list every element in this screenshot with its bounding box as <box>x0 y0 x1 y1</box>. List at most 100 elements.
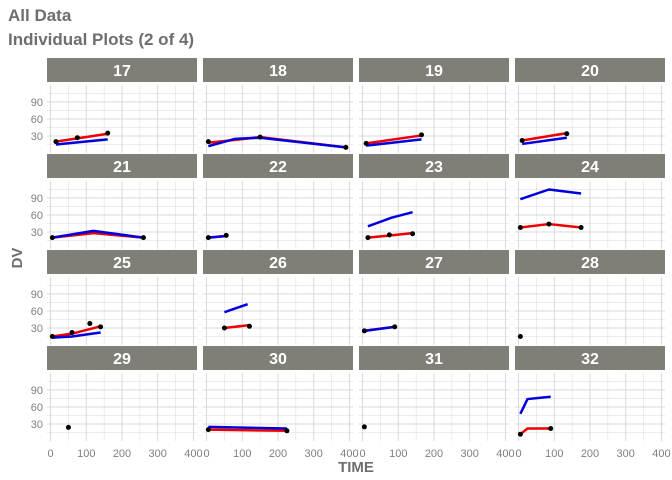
ipred-line <box>521 136 567 146</box>
y-tick-label: 30 <box>31 419 43 431</box>
gridlines <box>515 373 665 441</box>
ipred-line <box>519 395 551 415</box>
x-tick-label: 400 <box>496 448 514 460</box>
panel-17: 17 30 60 90 <box>31 58 197 153</box>
strip-bg <box>359 58 509 82</box>
x-tick-label: 300 <box>617 448 635 460</box>
observed-point <box>140 235 146 241</box>
panel-24: 24 <box>515 154 665 249</box>
panel-29: 29 30 60 90 0 100 200 300 400 <box>31 346 203 460</box>
chart-subtitle: Individual Plots (2 of 4) <box>8 30 195 49</box>
x-tick-label: 0 <box>516 448 522 460</box>
x-tick-label: 300 <box>461 448 479 460</box>
gridlines <box>47 181 197 249</box>
strip-bg <box>203 346 353 370</box>
strip-bg <box>515 346 665 370</box>
observed-point <box>578 224 584 230</box>
y-tick-label: 90 <box>31 385 43 397</box>
x-tick-label: 300 <box>305 448 323 460</box>
pred-line <box>519 427 551 436</box>
observed-point <box>221 325 227 331</box>
x-tick-label: 0 <box>360 448 366 460</box>
panel-30: 300 100 200 300 400 <box>203 346 359 460</box>
panel-19: 19 <box>359 58 509 153</box>
observed-point <box>548 426 554 432</box>
strip-label: 21 <box>113 159 131 176</box>
ipred-line <box>366 138 422 147</box>
strip-bg <box>47 250 197 274</box>
observed-point <box>246 323 252 329</box>
ipred-line <box>52 331 101 339</box>
panel-18: 18 <box>203 58 353 153</box>
observed-point <box>49 235 55 241</box>
observed-point <box>74 135 80 141</box>
x-tick-label: 400 <box>652 448 670 460</box>
strip-label: 29 <box>113 351 131 368</box>
x-tick-label: 300 <box>149 448 167 460</box>
panel-28: 28 <box>515 250 665 345</box>
panel-21: 21 30 60 90 <box>31 154 197 249</box>
observed-point <box>69 330 75 336</box>
panel-26: 26 <box>203 250 353 345</box>
ipred-line <box>55 138 108 146</box>
y-axis-label: DV <box>9 248 26 269</box>
strip-label: 26 <box>269 255 287 272</box>
chart-title: All Data <box>8 6 72 25</box>
observed-point <box>546 221 552 227</box>
observed-point <box>564 131 570 137</box>
pred-line <box>365 134 422 145</box>
strip-bg <box>47 58 197 82</box>
ipred-line <box>519 188 582 201</box>
panel-25: 25 30 60 90 <box>31 250 197 345</box>
observed-point <box>65 424 71 430</box>
gridlines <box>359 181 509 249</box>
gridlines <box>203 85 353 153</box>
observed-point <box>87 320 93 326</box>
y-tick-label: 90 <box>31 97 43 109</box>
x-tick-label: 100 <box>77 448 95 460</box>
gridlines <box>515 277 665 345</box>
strip-label: 23 <box>425 159 443 176</box>
strip-label: 31 <box>425 351 443 368</box>
strip-label: 28 <box>581 255 599 272</box>
observed-point <box>386 232 392 238</box>
x-tick-label: 400 <box>184 448 202 460</box>
gridlines <box>359 277 509 345</box>
ipred-line <box>224 303 249 314</box>
observed-point <box>517 431 523 437</box>
y-tick-label: 60 <box>31 306 43 318</box>
panel-23: 23 <box>359 154 509 249</box>
titles: All Data Individual Plots (2 of 4) <box>8 4 194 52</box>
strip-label: 27 <box>425 255 443 272</box>
y-tick-label: 30 <box>31 323 43 335</box>
strip-bg <box>47 154 197 178</box>
x-axis-label: TIME <box>338 459 374 476</box>
ipred-line <box>364 325 395 333</box>
observed-point <box>410 231 416 237</box>
panel-32: 32 0 100 200 300 400 <box>515 346 671 460</box>
x-tick-label: 100 <box>389 448 407 460</box>
strip-bg <box>515 154 665 178</box>
gridlines <box>515 181 665 249</box>
observed-point <box>392 324 398 330</box>
y-tick-label: 60 <box>31 402 43 414</box>
y-tick-label: 90 <box>31 193 43 205</box>
strip-label: 32 <box>581 351 599 368</box>
ipred-line <box>208 425 287 430</box>
observed-point <box>223 232 229 238</box>
x-tick-label: 200 <box>113 448 131 460</box>
pred-line <box>521 131 567 142</box>
observed-point <box>205 139 211 145</box>
strip-bg <box>203 154 353 178</box>
observed-point <box>517 224 523 230</box>
pred-line <box>55 132 108 143</box>
strip-bg <box>203 58 353 82</box>
x-tick-label: 200 <box>425 448 443 460</box>
strip-bg <box>359 154 509 178</box>
strip-bg <box>359 250 509 274</box>
strip-label: 22 <box>269 159 287 176</box>
x-tick-label: 0 <box>48 448 54 460</box>
observed-point <box>257 134 263 140</box>
observed-point <box>53 139 59 145</box>
observed-point <box>98 324 104 330</box>
